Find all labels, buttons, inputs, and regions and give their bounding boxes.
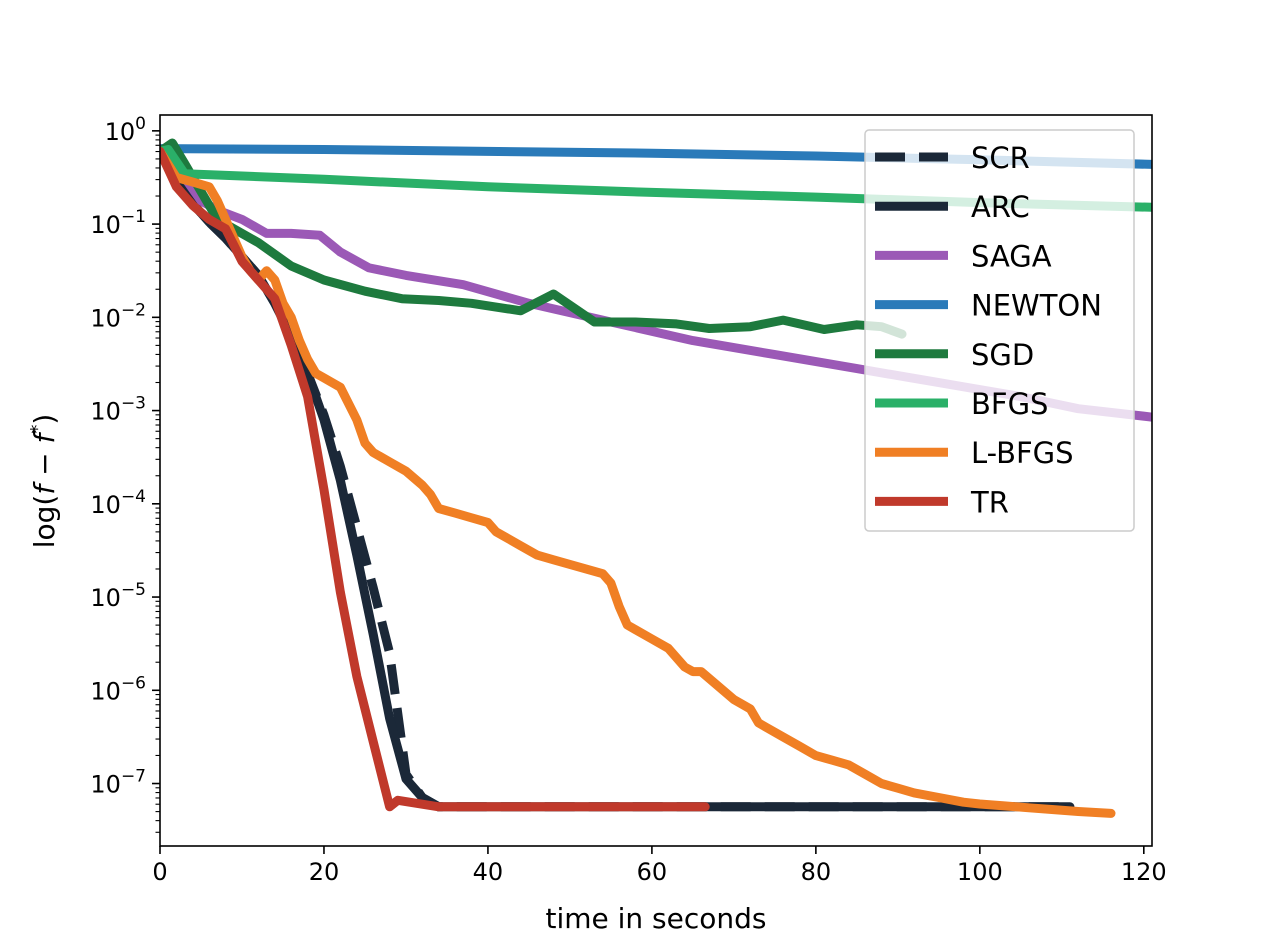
legend-label-arc: ARC: [971, 190, 1030, 224]
x-tick-label: 60: [637, 858, 668, 886]
legend: SCR ARC SAGA NEWTON SGD BFGS L-BFGS TR: [864, 129, 1135, 532]
x-tick-label: 0: [152, 858, 167, 886]
y-tick-label: 10−7: [90, 767, 146, 799]
legend-box: [864, 129, 1135, 532]
x-tick-label: 100: [957, 858, 1003, 886]
legend-label-saga: SAGA: [971, 239, 1052, 273]
y-tick-label: 10−3: [90, 394, 146, 426]
x-tick-label: 20: [309, 858, 340, 886]
y-tick-label: 10−5: [90, 580, 146, 612]
y-axis-ticks: 100 10−1 10−2 10−3 10−4 10−5 10−6 10−7: [90, 114, 160, 833]
y-axis-label-star: *: [27, 425, 48, 434]
legend-label-tr: TR: [970, 485, 1009, 519]
y-axis-label: log(f − f*): [27, 414, 61, 549]
x-tick-label: 40: [473, 858, 504, 886]
y-tick-label: 100: [105, 114, 146, 146]
y-axis-label-close: ): [28, 414, 61, 425]
y-tick-label: 10−2: [90, 300, 146, 332]
x-axis-ticks: 0 20 40 60 80 100 120: [152, 846, 1167, 886]
y-axis-label-log: log(: [28, 495, 61, 549]
y-tick-label: 10−6: [90, 673, 146, 705]
y-tick-label: 10−4: [90, 487, 146, 519]
y-axis-label-minus: −: [28, 444, 61, 485]
y-tick-label: 10−1: [90, 207, 146, 239]
legend-label-bfgs: BFGS: [971, 387, 1048, 421]
legend-label-newton: NEWTON: [971, 289, 1102, 323]
series-line-l-bfgs: [160, 146, 1116, 818]
x-tick-label: 80: [801, 858, 832, 886]
legend-label-sgd: SGD: [971, 338, 1034, 372]
legend-label-scr: SCR: [971, 141, 1030, 175]
legend-label-l-bfgs: L-BFGS: [971, 436, 1074, 470]
series-line-tr: [160, 146, 710, 812]
x-axis-label: time in seconds: [545, 902, 766, 935]
plot-frame: [159, 114, 1153, 847]
x-tick-label: 120: [1121, 858, 1167, 886]
